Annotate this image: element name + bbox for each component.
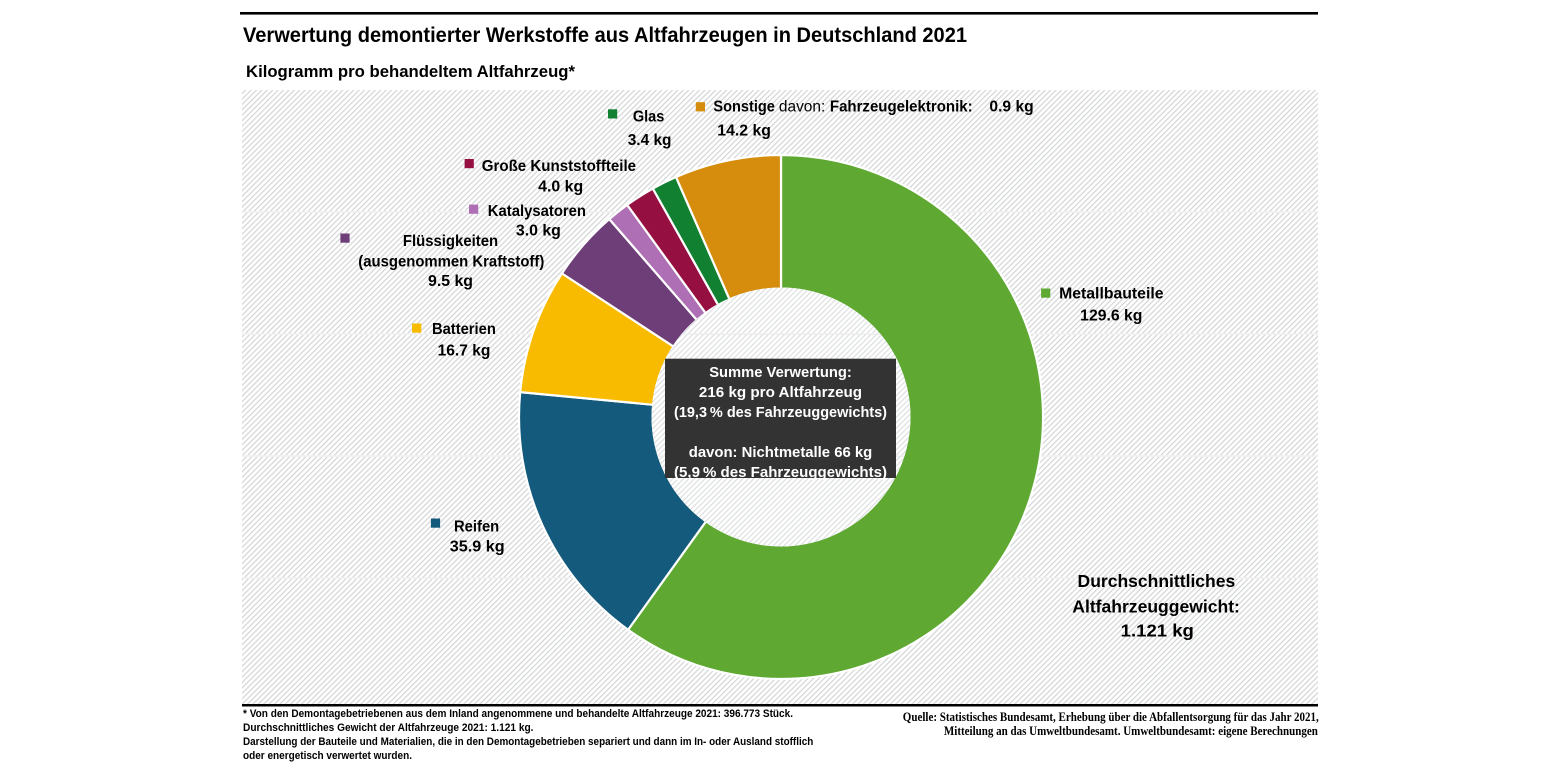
svg-text:* Von den Demontagebetriebenen: * Von den Demontagebetriebenen aus dem I… [243,708,793,720]
svg-text:(5,9 % des Fahrzeuggewichts): (5,9 % des Fahrzeuggewichts) [674,464,887,481]
svg-text:4.0 kg: 4.0 kg [538,178,583,195]
svg-text:Kilogramm pro behandeltem Altf: Kilogramm pro behandeltem Altfahrzeug* [246,63,576,81]
svg-text:Flüssigkeiten: Flüssigkeiten [403,233,498,250]
svg-text:3.0 kg: 3.0 kg [516,223,561,240]
svg-text:16.7 kg: 16.7 kg [438,343,491,360]
svg-text:davon:: davon: [779,99,825,116]
svg-text:14.2 kg: 14.2 kg [717,122,771,139]
svg-text:216 kg pro Altfahrzeug: 216 kg pro Altfahrzeug [699,384,862,401]
svg-text:Summe Verwertung:: Summe Verwertung: [709,364,852,381]
svg-text:1.121 kg: 1.121 kg [1121,621,1194,641]
svg-text:Durchschnittliches: Durchschnittliches [1078,571,1236,591]
svg-text:Große Kunststoffteile: Große Kunststoffteile [482,158,637,175]
svg-text:Metallbauteile: Metallbauteile [1059,286,1164,303]
svg-text:Mitteilung an das Umweltbundes: Mitteilung an das Umweltbundesamt. Umwel… [944,724,1318,738]
svg-text:3.4 kg: 3.4 kg [628,132,672,149]
svg-text:(19,3 % des Fahrzeuggewichts): (19,3 % des Fahrzeuggewichts) [674,404,887,421]
svg-text:0.9 kg: 0.9 kg [989,99,1033,116]
svg-text:9.5 kg: 9.5 kg [428,273,473,290]
svg-text:Katalysatoren: Katalysatoren [488,203,586,220]
svg-text:Batterien: Batterien [432,321,496,338]
svg-text:Reifen: Reifen [454,519,499,536]
svg-text:Fahrzeugelektronik:: Fahrzeugelektronik: [830,99,973,116]
svg-text:Sonstige: Sonstige [713,99,775,116]
svg-text:35.9 kg: 35.9 kg [450,539,505,556]
svg-text:Verwertung demontierter Werkst: Verwertung demontierter Werkstoffe aus A… [243,24,967,47]
svg-text:Darstellung der Bauteile und M: Darstellung der Bauteile und Materialien… [243,736,814,748]
svg-text:129.6 kg: 129.6 kg [1080,308,1142,325]
svg-text:Durchschnittliches Gewicht der: Durchschnittliches Gewicht der Altfahrze… [243,722,534,734]
svg-text:Altfahrzeuggewicht:: Altfahrzeuggewicht: [1072,597,1240,617]
svg-text:(ausgenommen Kraftstoff): (ausgenommen Kraftstoff) [358,253,544,270]
svg-text:oder energetisch verwertet wur: oder energetisch verwertet wurden. [243,750,412,762]
svg-text:davon: Nichtmetalle 66 kg: davon: Nichtmetalle 66 kg [689,444,873,461]
svg-text:Quelle: Statistisches Bundesam: Quelle: Statistisches Bundesamt, Erhebun… [903,710,1319,724]
svg-text:Glas: Glas [633,108,665,125]
